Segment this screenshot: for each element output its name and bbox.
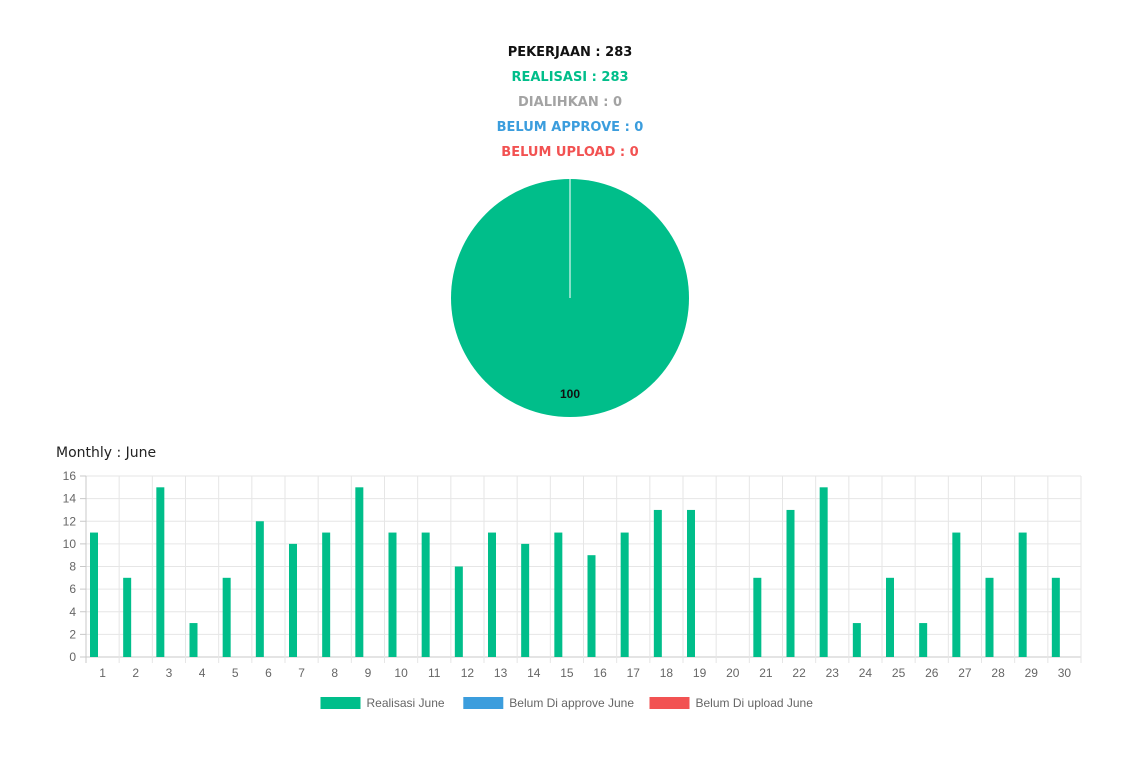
monthly-chart-title: Monthly : June	[56, 445, 157, 461]
bar-realisasi	[355, 487, 364, 657]
y-tick-label: 16	[63, 469, 77, 483]
legend-item[interactable]: Realisasi June	[320, 696, 445, 710]
x-tick-label: 1	[99, 666, 106, 680]
x-tick-label: 15	[560, 666, 574, 680]
x-tick-label: 3	[166, 666, 173, 680]
bar-realisasi	[156, 487, 165, 657]
bar-realisasi	[786, 509, 795, 657]
x-tick-label: 2	[132, 666, 139, 680]
bar-realisasi	[421, 532, 430, 657]
bar-realisasi	[886, 577, 894, 657]
summary-stats: PEKERJAAN : 283 REALISASI : 283 DIALIHKA…	[0, 44, 1140, 169]
y-tick-label: 14	[63, 492, 77, 506]
bar-realisasi	[488, 532, 496, 657]
x-tick-label: 10	[394, 666, 408, 680]
bar-realisasi	[753, 577, 762, 657]
x-tick-label: 7	[298, 666, 305, 680]
bar-realisasi	[90, 532, 98, 657]
x-tick-label: 25	[892, 666, 906, 680]
bar-realisasi	[554, 532, 563, 657]
x-tick-label: 29	[1025, 666, 1039, 680]
y-tick-label: 2	[69, 627, 76, 641]
bar-realisasi	[521, 543, 530, 657]
pekerjaan-total: PEKERJAAN : 283	[507, 45, 633, 60]
realisasi-total: REALISASI : 283	[511, 70, 629, 85]
bar-realisasi	[819, 487, 828, 657]
x-tick-label: 14	[527, 666, 541, 680]
bar-realisasi	[322, 532, 331, 657]
legend-swatch	[463, 697, 504, 709]
x-tick-label: 16	[593, 666, 607, 680]
pie-chart: 100	[451, 179, 689, 417]
bar-realisasi	[919, 623, 928, 657]
bar-realisasi	[222, 577, 231, 657]
x-tick-label: 4	[199, 666, 206, 680]
bar-realisasi	[952, 532, 961, 657]
legend-label: Realisasi June	[367, 696, 445, 710]
legend-label: Belum Di upload June	[696, 696, 814, 710]
x-tick-label: 17	[627, 666, 641, 680]
belum-upload-total: BELUM UPLOAD : 0	[501, 145, 639, 160]
x-tick-label: 13	[494, 666, 508, 680]
bar-realisasi	[454, 566, 463, 657]
x-tick-label: 28	[991, 666, 1005, 680]
legend-item[interactable]: Belum Di upload June	[649, 696, 814, 710]
legend-swatch	[320, 697, 361, 709]
y-tick-label: 0	[69, 650, 76, 664]
bar-realisasi	[189, 623, 198, 657]
bar-realisasi	[1018, 532, 1027, 657]
x-tick-label: 20	[726, 666, 740, 680]
y-tick-label: 4	[69, 605, 76, 619]
bar-realisasi	[620, 532, 629, 657]
x-tick-label: 6	[265, 666, 272, 680]
x-tick-label: 27	[958, 666, 972, 680]
y-tick-label: 6	[69, 582, 76, 596]
belum-approve-total: BELUM APPROVE : 0	[496, 120, 644, 135]
bar-realisasi	[587, 555, 596, 657]
legend-swatch	[649, 697, 690, 709]
x-tick-label: 5	[232, 666, 239, 680]
bar-realisasi	[985, 577, 994, 657]
y-tick-label: 12	[63, 514, 77, 528]
dialihkan-total: DIALIHKAN : 0	[518, 95, 622, 110]
legend-label: Belum Di approve June	[509, 696, 634, 710]
bar-realisasi	[687, 509, 695, 657]
pie-data-label: 100	[560, 387, 580, 401]
bar-realisasi	[852, 623, 861, 657]
x-tick-label: 12	[461, 666, 475, 680]
bar-realisasi	[653, 509, 662, 657]
bar-realisasi	[255, 521, 264, 657]
bar-realisasi	[289, 543, 297, 657]
x-tick-label: 19	[693, 666, 707, 680]
x-tick-label: 9	[365, 666, 372, 680]
bar-realisasi	[123, 577, 132, 657]
x-tick-label: 24	[859, 666, 873, 680]
y-tick-label: 8	[69, 560, 76, 574]
bar-realisasi	[1051, 577, 1060, 657]
y-tick-label: 10	[63, 537, 77, 551]
x-tick-label: 18	[660, 666, 674, 680]
x-tick-label: 22	[792, 666, 806, 680]
x-tick-label: 8	[331, 666, 338, 680]
legend-item[interactable]: Belum Di approve June	[463, 696, 634, 710]
bar-realisasi	[388, 532, 397, 657]
x-tick-label: 21	[759, 666, 773, 680]
x-tick-label: 26	[925, 666, 939, 680]
x-tick-label: 11	[428, 666, 441, 680]
x-tick-label: 30	[1058, 666, 1072, 680]
x-tick-label: 23	[826, 666, 840, 680]
